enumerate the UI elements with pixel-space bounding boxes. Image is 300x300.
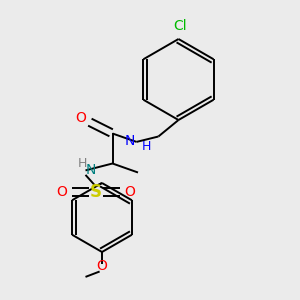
Text: H: H [78,157,87,170]
Text: S: S [90,183,102,201]
Text: O: O [57,185,68,199]
Text: H: H [142,140,151,153]
Text: O: O [124,185,135,199]
Text: O: O [97,259,107,272]
Text: N: N [124,134,135,148]
Text: N: N [86,163,97,177]
Text: Cl: Cl [173,19,187,33]
Text: O: O [76,112,86,125]
